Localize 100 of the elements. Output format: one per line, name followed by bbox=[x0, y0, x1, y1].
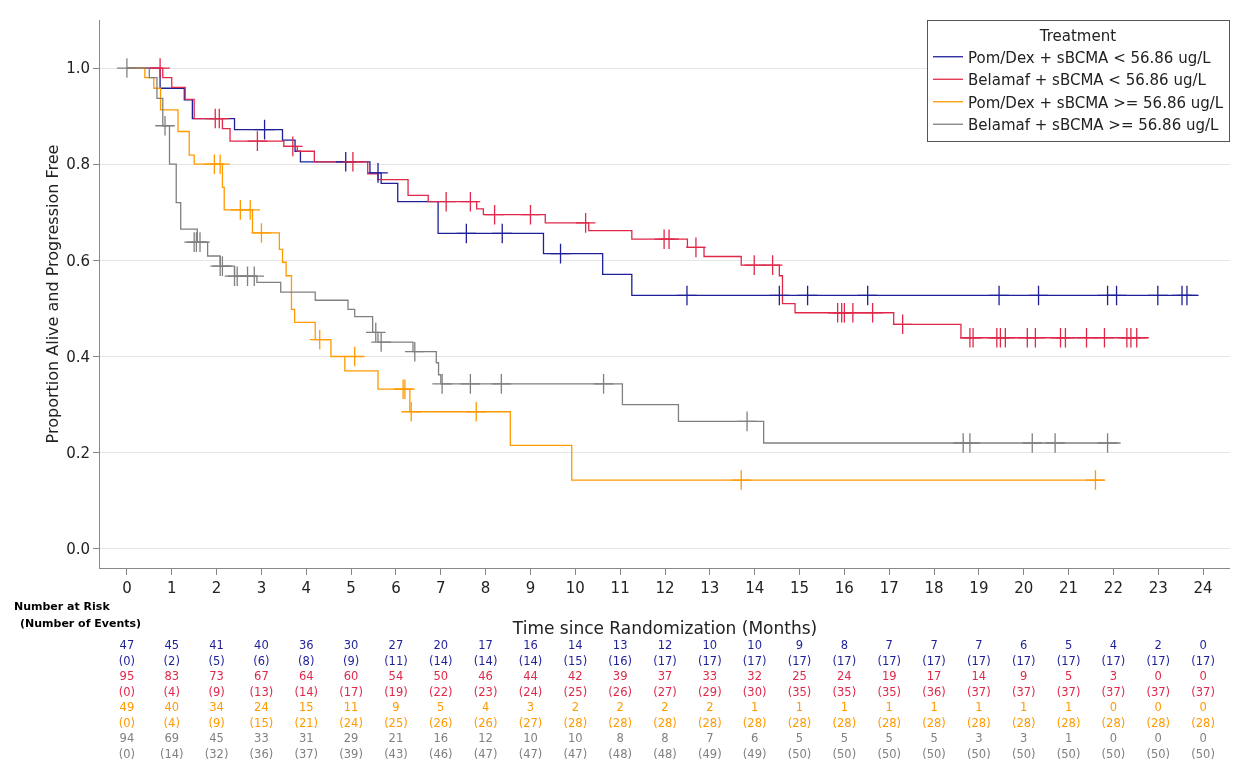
point bbox=[1054, 327, 1076, 349]
text: (Number of Events) bbox=[20, 617, 142, 630]
y-tick-label: 0.6 bbox=[66, 251, 90, 270]
x-tick-label: 10 bbox=[565, 579, 585, 597]
point bbox=[1085, 469, 1106, 491]
point bbox=[988, 284, 1010, 306]
point bbox=[154, 115, 176, 137]
point bbox=[250, 222, 272, 244]
point bbox=[491, 222, 513, 244]
text: 49 40 34 24 15 11 9 5 4 3 2 2 2 2 1 1 1 1 1 1 1 1 0 0 0 bbox=[119, 700, 1207, 714]
y-tick-label: 0.0 bbox=[66, 540, 90, 559]
point bbox=[400, 401, 422, 423]
x-tick-label: 1 bbox=[166, 579, 177, 597]
y-tick-label: 0.2 bbox=[66, 443, 90, 462]
legend-label: Pom/Dex + sBCMA < 56.86 ug/L bbox=[968, 48, 1212, 67]
point bbox=[459, 373, 481, 395]
x-tick-label: 14 bbox=[745, 579, 765, 597]
x-tick-label: 13 bbox=[700, 579, 720, 597]
point bbox=[490, 373, 512, 395]
point bbox=[365, 322, 387, 343]
point bbox=[404, 341, 426, 363]
x-tick-label: 15 bbox=[789, 579, 810, 597]
point bbox=[459, 191, 481, 213]
point bbox=[736, 410, 758, 432]
x-tick-label: 4 bbox=[301, 579, 312, 597]
point bbox=[149, 57, 171, 79]
point bbox=[1024, 327, 1046, 349]
point bbox=[344, 346, 366, 367]
y-tick-label: 1.0 bbox=[66, 59, 90, 78]
x-tick-label: 8 bbox=[480, 579, 491, 597]
point bbox=[685, 236, 707, 258]
text: 95 83 73 67 64 60 54 50 46 44 42 39 37 33 32 25 24 19 17 14 9 5 3 0 0 bbox=[119, 669, 1207, 683]
point bbox=[842, 302, 864, 324]
text: Number at Risk bbox=[14, 600, 110, 613]
point bbox=[1044, 432, 1066, 454]
text: (0) (2) (5) (6) (8) (9) (11) (14) (14) (14) (15) (16) (17) (17) (17) (17) (17) (17) (17) (17) (17) (17) (17) (17) (17) bbox=[118, 653, 1215, 668]
y-axis-title: Proportion Alive and Progression Free bbox=[43, 144, 62, 444]
point bbox=[1147, 284, 1169, 306]
x-tick-label: 20 bbox=[1014, 579, 1034, 597]
point bbox=[520, 204, 541, 226]
point bbox=[658, 228, 680, 250]
point bbox=[254, 119, 276, 141]
x-tick-label: 3 bbox=[256, 579, 267, 597]
x-tick-label: 23 bbox=[1148, 579, 1168, 597]
point bbox=[1176, 284, 1198, 306]
point bbox=[431, 373, 453, 395]
point bbox=[465, 401, 487, 423]
point bbox=[342, 151, 364, 173]
x-tick-label: 17 bbox=[879, 579, 899, 597]
y-tick-label: 0.8 bbox=[66, 155, 90, 174]
text: (0) (4) (9) (13) (14) (17) (19) (22) (23) (24) (25) (26) (27) (29) (30) (35) (35) (35) (36) (37) (37) (37) (37) (37) (37) bbox=[118, 684, 1215, 699]
point bbox=[1021, 432, 1043, 454]
x-tick-label: 9 bbox=[525, 579, 536, 597]
point bbox=[743, 254, 765, 276]
point bbox=[309, 329, 331, 351]
legend-label: Belamaf + sBCMA >= 56.86 ug/L bbox=[968, 116, 1220, 135]
point bbox=[1028, 284, 1049, 306]
x-tick-label: 18 bbox=[924, 579, 944, 597]
point bbox=[959, 432, 981, 454]
point bbox=[730, 469, 752, 491]
point bbox=[1093, 327, 1115, 349]
x-tick-label: 7 bbox=[436, 579, 446, 597]
point bbox=[209, 153, 231, 175]
point bbox=[575, 212, 597, 234]
point bbox=[243, 265, 265, 287]
point bbox=[367, 162, 389, 184]
y-tick-label: 0.4 bbox=[66, 347, 90, 366]
x-tick-label: 2 bbox=[211, 579, 222, 597]
point bbox=[593, 373, 615, 395]
point bbox=[550, 243, 571, 265]
x-tick-label: 19 bbox=[969, 579, 989, 597]
point bbox=[455, 222, 477, 244]
point bbox=[435, 191, 457, 213]
point bbox=[676, 284, 698, 306]
point bbox=[116, 57, 138, 79]
point bbox=[1076, 327, 1097, 349]
x-axis-title: Time since Randomization (Months) bbox=[511, 618, 818, 639]
text: 94 69 45 33 31 29 21 16 12 10 10 8 8 7 6 5 5 5 5 3 3 1 0 0 0 bbox=[119, 731, 1207, 745]
point bbox=[246, 130, 268, 152]
x-tick-label: 12 bbox=[655, 579, 675, 597]
point bbox=[239, 199, 261, 221]
x-tick-label: 24 bbox=[1193, 579, 1213, 597]
point bbox=[484, 204, 506, 226]
legend-label: Pom/Dex + sBCMA >= 56.86 ug/L bbox=[968, 93, 1224, 112]
text: (0) (4) (9) (15) (21) (24) (25) (26) (26) (27) (28) (28) (28) (28) (28) (28) (28) (28) (28) (28) (28) (28) (28) (28) (28) bbox=[118, 715, 1215, 730]
text: 47 45 41 40 36 30 27 20 17 16 14 13 12 10 10 9 8 7 7 7 6 5 4 2 0 bbox=[119, 638, 1207, 652]
point bbox=[282, 135, 304, 157]
point bbox=[762, 254, 784, 276]
x-tick-label: 0 bbox=[122, 579, 132, 597]
point bbox=[1097, 432, 1119, 454]
point bbox=[857, 284, 879, 306]
x-tick-label: 6 bbox=[391, 579, 401, 597]
x-tick-label: 21 bbox=[1059, 579, 1079, 597]
x-tick-label: 16 bbox=[834, 579, 854, 597]
point bbox=[768, 284, 790, 306]
text: (0) (14) (32) (36) (37) (39) (43) (46) (47) (47) (47) (48) (48) (49) (49) (50) (50) (50) (50) (50) (50) (50) (50) (50) (50) bbox=[118, 746, 1215, 761]
x-tick-label: 5 bbox=[346, 579, 356, 597]
legend-title: Treatment bbox=[1038, 26, 1117, 45]
point bbox=[797, 284, 819, 306]
legend-label: Belamaf + sBCMA < 56.86 ug/L bbox=[968, 71, 1207, 90]
